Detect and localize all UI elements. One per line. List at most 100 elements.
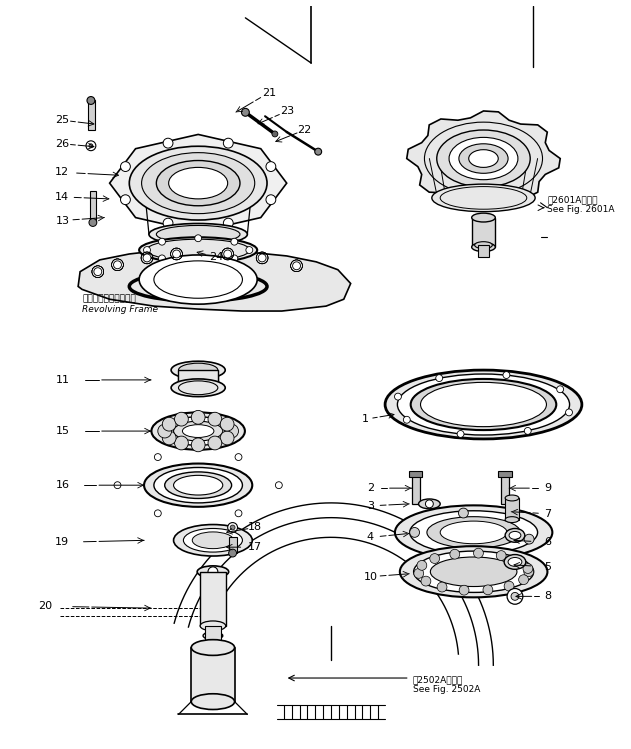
Circle shape bbox=[242, 109, 249, 116]
Polygon shape bbox=[407, 111, 560, 206]
Ellipse shape bbox=[192, 532, 233, 549]
Circle shape bbox=[231, 255, 238, 262]
Circle shape bbox=[437, 582, 447, 592]
Ellipse shape bbox=[449, 137, 518, 180]
Ellipse shape bbox=[414, 551, 534, 592]
Circle shape bbox=[223, 139, 233, 148]
Ellipse shape bbox=[139, 255, 257, 304]
Circle shape bbox=[565, 409, 572, 416]
Circle shape bbox=[246, 246, 253, 253]
Circle shape bbox=[430, 554, 440, 563]
Ellipse shape bbox=[505, 495, 519, 501]
Circle shape bbox=[231, 238, 238, 245]
Text: 15: 15 bbox=[56, 426, 69, 436]
Ellipse shape bbox=[459, 144, 508, 173]
Circle shape bbox=[223, 218, 233, 228]
Bar bbox=[88, 100, 95, 130]
Bar bbox=[90, 191, 96, 222]
Ellipse shape bbox=[203, 631, 223, 640]
Text: 2: 2 bbox=[367, 483, 374, 493]
Circle shape bbox=[315, 148, 322, 155]
Ellipse shape bbox=[165, 472, 232, 499]
Bar bbox=[205, 626, 221, 648]
Ellipse shape bbox=[168, 167, 228, 199]
Circle shape bbox=[293, 262, 300, 270]
Text: 19: 19 bbox=[56, 537, 69, 548]
Text: 8: 8 bbox=[544, 592, 551, 601]
Ellipse shape bbox=[151, 413, 245, 449]
Circle shape bbox=[425, 500, 433, 508]
Circle shape bbox=[225, 424, 239, 438]
Ellipse shape bbox=[504, 554, 526, 569]
Circle shape bbox=[417, 560, 427, 570]
Ellipse shape bbox=[191, 640, 235, 655]
Circle shape bbox=[162, 417, 176, 431]
Ellipse shape bbox=[508, 557, 522, 566]
Bar bbox=[200, 571, 226, 626]
Ellipse shape bbox=[430, 557, 517, 586]
Ellipse shape bbox=[179, 363, 218, 377]
Ellipse shape bbox=[475, 242, 492, 249]
Text: 16: 16 bbox=[56, 480, 69, 490]
Circle shape bbox=[514, 556, 524, 566]
Text: 1: 1 bbox=[362, 414, 369, 424]
Ellipse shape bbox=[156, 160, 240, 206]
Circle shape bbox=[162, 431, 176, 445]
Ellipse shape bbox=[509, 532, 521, 539]
Circle shape bbox=[121, 162, 131, 172]
Bar bbox=[179, 370, 218, 388]
Circle shape bbox=[143, 254, 151, 262]
Ellipse shape bbox=[400, 546, 548, 598]
Ellipse shape bbox=[440, 521, 507, 544]
Text: 21: 21 bbox=[262, 88, 276, 97]
Text: 5: 5 bbox=[544, 562, 551, 571]
Ellipse shape bbox=[197, 565, 228, 577]
Circle shape bbox=[208, 567, 218, 577]
Ellipse shape bbox=[144, 464, 252, 507]
Ellipse shape bbox=[432, 184, 535, 212]
Circle shape bbox=[158, 255, 165, 262]
Circle shape bbox=[450, 549, 460, 559]
Ellipse shape bbox=[505, 529, 525, 542]
Ellipse shape bbox=[184, 529, 242, 552]
Circle shape bbox=[557, 386, 563, 392]
Circle shape bbox=[421, 576, 431, 586]
Text: 6: 6 bbox=[544, 537, 551, 548]
Ellipse shape bbox=[411, 379, 557, 430]
Text: 9: 9 bbox=[544, 483, 551, 493]
Bar bbox=[411, 474, 420, 504]
Text: 23: 23 bbox=[280, 106, 294, 116]
Ellipse shape bbox=[139, 237, 257, 263]
Ellipse shape bbox=[174, 524, 252, 556]
Ellipse shape bbox=[410, 511, 538, 554]
Text: 12: 12 bbox=[56, 167, 69, 178]
Circle shape bbox=[503, 372, 510, 378]
Circle shape bbox=[87, 97, 95, 104]
Text: 13: 13 bbox=[56, 216, 69, 225]
Text: Revolving Frame: Revolving Frame bbox=[82, 305, 158, 314]
Ellipse shape bbox=[163, 416, 233, 446]
Circle shape bbox=[158, 238, 165, 245]
Text: 18: 18 bbox=[248, 523, 262, 533]
Circle shape bbox=[403, 416, 410, 423]
Polygon shape bbox=[110, 134, 286, 232]
Text: 11: 11 bbox=[56, 375, 69, 385]
Circle shape bbox=[483, 585, 493, 595]
Circle shape bbox=[208, 436, 221, 450]
Circle shape bbox=[224, 250, 232, 258]
Circle shape bbox=[511, 592, 519, 600]
Circle shape bbox=[155, 454, 162, 461]
Circle shape bbox=[523, 563, 533, 574]
Bar bbox=[501, 474, 509, 504]
Ellipse shape bbox=[385, 370, 582, 439]
Text: 10: 10 bbox=[363, 571, 377, 582]
Ellipse shape bbox=[437, 130, 530, 187]
Circle shape bbox=[114, 261, 121, 269]
Ellipse shape bbox=[182, 425, 214, 437]
Circle shape bbox=[519, 574, 529, 584]
Circle shape bbox=[121, 195, 131, 204]
Circle shape bbox=[144, 246, 150, 253]
Ellipse shape bbox=[171, 361, 225, 379]
Circle shape bbox=[158, 424, 172, 438]
Text: 22: 22 bbox=[297, 125, 312, 135]
